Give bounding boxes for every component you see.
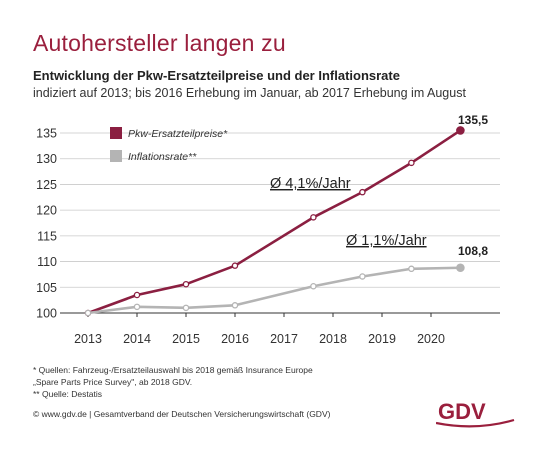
parts-end-value-label: 135,5 — [458, 113, 488, 127]
data-point — [133, 291, 141, 299]
footnote-1: * Quellen: Fahrzeug-/Ersatzteilauswahl b… — [33, 365, 313, 375]
y-tick-label: 125 — [36, 178, 57, 192]
data-point — [231, 302, 239, 309]
x-tick-label: 2015 — [172, 332, 200, 346]
footnotes: * Quellen: Fahrzeug-/Ersatzteilauswahl b… — [33, 364, 313, 400]
legend-swatch-1 — [110, 127, 122, 139]
series-line-2 — [87, 266, 461, 315]
data-point — [182, 280, 190, 288]
legend-label-2: Inflationsrate** — [128, 151, 197, 163]
parts-growth-annotation: Ø 4,1%/Jahr — [270, 176, 351, 192]
footer-copyright: © www.gdv.de | Gesamtverband der Deutsch… — [33, 409, 331, 419]
series-line-1 — [87, 129, 462, 315]
legend-label-1: Pkw-Ersatzteilpreise* — [128, 128, 228, 140]
chart-title: Entwicklung der Pkw-Ersatzteilpreise und… — [33, 68, 400, 83]
legend-swatch-2 — [110, 150, 122, 162]
y-tick-label: 100 — [36, 307, 57, 321]
y-tick-label: 130 — [36, 152, 57, 166]
headline: Autohersteller langen zu — [33, 30, 286, 56]
data-point — [408, 265, 415, 273]
data-point — [310, 283, 317, 290]
y-tick-label: 135 — [36, 127, 57, 141]
x-tick-label: 2017 — [270, 332, 298, 346]
x-tick-label: 2013 — [74, 332, 102, 346]
data-point — [84, 309, 92, 317]
footnote-2: „Spare Parts Price Survey", ab 2018 GDV. — [33, 377, 193, 387]
x-tick-label: 2018 — [319, 332, 347, 346]
data-point — [359, 188, 366, 196]
data-point — [133, 303, 141, 311]
data-point — [310, 214, 317, 221]
y-tick-label: 115 — [37, 229, 57, 243]
data-point — [456, 263, 465, 273]
y-tick-label: 105 — [36, 281, 57, 295]
gdv-logo-text: GDV — [438, 399, 486, 424]
x-tick-label: 2020 — [417, 332, 445, 346]
inflation-end-value-label: 108,8 — [458, 244, 488, 258]
y-tick-label: 110 — [37, 255, 57, 269]
x-tick-label: 2016 — [221, 332, 249, 346]
chart-subtitle: indiziert auf 2013; bis 2016 Erhebung im… — [33, 86, 466, 100]
data-point — [456, 126, 465, 135]
footnote-3: ** Quelle: Destatis — [33, 389, 102, 399]
inflation-growth-annotation: Ø 1,1%/Jahr — [346, 233, 427, 249]
gdv-logo: GDV — [436, 399, 515, 428]
y-tick-label: 120 — [36, 204, 57, 218]
x-tick-label: 2014 — [123, 332, 151, 346]
x-tick-label: 2019 — [368, 332, 396, 346]
data-point — [408, 159, 415, 167]
data-point — [359, 273, 366, 280]
gdv-logo-swoosh — [436, 418, 515, 428]
data-point — [231, 262, 239, 269]
data-point — [182, 304, 190, 312]
